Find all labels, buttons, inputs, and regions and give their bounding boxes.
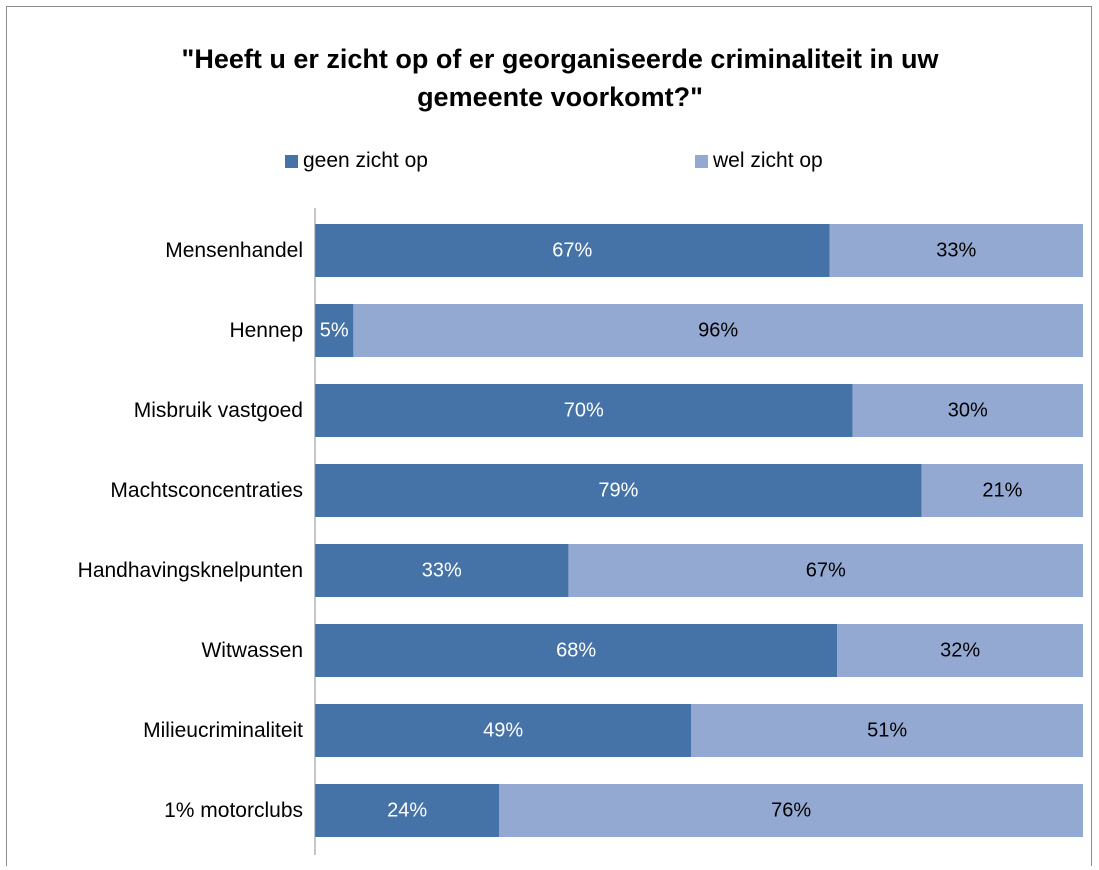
bar-wel-zicht-op-misbruik-vastgoed xyxy=(852,384,1083,437)
data-label-wel-zicht-op-witwassen: 32% xyxy=(940,640,980,662)
bar-geen-zicht-op-hennep xyxy=(315,304,354,357)
legend-swatch-wel-zicht-op xyxy=(695,154,708,168)
data-label-wel-zicht-op-1-motorclubs: 76% xyxy=(771,800,811,822)
data-label-geen-zicht-op-handhavingsknelpunten: 33% xyxy=(422,560,462,582)
category-label-witwassen: Witwassen xyxy=(201,639,303,662)
legend-label-geen-zicht-op: geen zicht op xyxy=(303,149,428,172)
bar-wel-zicht-op-machtsconcentraties xyxy=(921,464,1083,517)
data-label-geen-zicht-op-hennep: 5% xyxy=(320,320,349,342)
bar-wel-zicht-op-witwassen xyxy=(837,624,1083,677)
bar-geen-zicht-op-1-motorclubs xyxy=(315,784,500,837)
data-label-geen-zicht-op-machtsconcentraties: 79% xyxy=(598,480,638,502)
category-label-mensenhandel: Mensenhandel xyxy=(165,239,303,262)
data-label-geen-zicht-op-mensenhandel: 67% xyxy=(552,240,592,262)
legend-item-geen-zicht-op: geen zicht op xyxy=(285,148,428,174)
chart-frame xyxy=(6,6,1092,866)
bar-geen-zicht-op-machtsconcentraties xyxy=(315,464,922,517)
category-label-1-motorclubs: 1% motorclubs xyxy=(164,799,303,822)
bar-wel-zicht-op-handhavingsknelpunten xyxy=(568,544,1083,597)
bar-geen-zicht-op-handhavingsknelpunten xyxy=(315,544,569,597)
data-label-wel-zicht-op-hennep: 96% xyxy=(698,320,738,342)
category-label-handhavingsknelpunten: Handhavingsknelpunten xyxy=(78,559,303,582)
chart-title-line-2: gemeente voorkomt?" xyxy=(417,82,703,112)
legend-item-wel-zicht-op: wel zicht op xyxy=(695,148,823,174)
data-label-geen-zicht-op-witwassen: 68% xyxy=(556,640,596,662)
bar-wel-zicht-op-mensenhandel xyxy=(829,224,1083,277)
data-label-geen-zicht-op-misbruik-vastgoed: 70% xyxy=(564,400,604,422)
legend-label-wel-zicht-op: wel zicht op xyxy=(713,149,823,172)
bar-wel-zicht-op-milieucriminaliteit xyxy=(691,704,1083,757)
legend-swatch-geen-zicht-op xyxy=(285,154,298,168)
bar-geen-zicht-op-mensenhandel xyxy=(315,224,830,277)
bar-wel-zicht-op-hennep xyxy=(353,304,1083,357)
bar-wel-zicht-op-1-motorclubs xyxy=(499,784,1083,837)
bar-geen-zicht-op-witwassen xyxy=(315,624,838,677)
category-label-misbruik-vastgoed: Misbruik vastgoed xyxy=(134,399,303,422)
data-label-geen-zicht-op-1-motorclubs: 24% xyxy=(387,800,427,822)
data-label-wel-zicht-op-machtsconcentraties: 21% xyxy=(982,480,1022,502)
data-label-wel-zicht-op-handhavingsknelpunten: 67% xyxy=(806,560,846,582)
data-label-wel-zicht-op-misbruik-vastgoed: 30% xyxy=(948,400,988,422)
data-label-wel-zicht-op-mensenhandel: 33% xyxy=(936,240,976,262)
data-label-wel-zicht-op-milieucriminaliteit: 51% xyxy=(867,720,907,742)
category-label-hennep: Hennep xyxy=(229,319,303,342)
chart-title-line-1: "Heeft u er zicht op of er georganiseerd… xyxy=(181,44,939,74)
chart-title: "Heeft u er zicht op of er georganiseerd… xyxy=(110,40,1010,116)
category-label-machtsconcentraties: Machtsconcentraties xyxy=(110,479,303,502)
data-label-geen-zicht-op-milieucriminaliteit: 49% xyxy=(483,720,523,742)
category-label-milieucriminaliteit: Milieucriminaliteit xyxy=(143,719,303,742)
bar-geen-zicht-op-milieucriminaliteit xyxy=(315,704,692,757)
bar-geen-zicht-op-misbruik-vastgoed xyxy=(315,384,853,437)
